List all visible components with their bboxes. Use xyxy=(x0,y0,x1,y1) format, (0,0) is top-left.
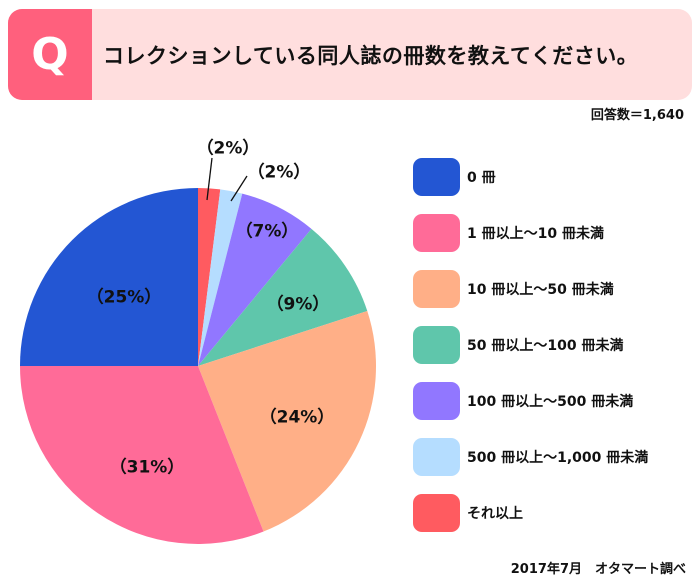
slice-label-zero: （25%） xyxy=(86,287,162,308)
legend-item-10-50: 10 冊以上～50 冊未満 xyxy=(413,270,614,308)
legend-label: 1 冊以上～10 冊未満 xyxy=(467,226,604,242)
pie-slice xyxy=(198,188,221,366)
legend-label: 100 冊以上～500 冊未満 xyxy=(467,394,634,410)
legend-label: 50 冊以上～100 冊未満 xyxy=(467,338,624,354)
legend-swatch xyxy=(413,382,460,420)
pie-slice xyxy=(20,366,264,545)
legend-label: 0 冊 xyxy=(467,170,496,186)
pie-slice xyxy=(198,310,377,532)
pie-slice xyxy=(198,228,368,366)
leader-line xyxy=(206,157,213,201)
chart-title: コレクションしている同人誌の冊数を教えてください。 xyxy=(103,43,639,68)
legend-swatch xyxy=(413,270,460,308)
respondent-count: 回答数＝1,640 xyxy=(590,108,684,123)
legend-label: 500 冊以上～1,000 冊未満 xyxy=(467,450,649,466)
legend-swatch xyxy=(413,326,460,364)
legend-label: 10 冊以上～50 冊未満 xyxy=(467,282,614,298)
pie-slice xyxy=(20,188,198,366)
legend-item-more: それ以上 xyxy=(413,494,523,532)
slice-label-1-10: （31%） xyxy=(109,457,185,478)
legend-item-500-1000: 500 冊以上～1,000 冊未満 xyxy=(413,438,648,476)
source-note: 2017年7月 オタマート調べ xyxy=(510,562,686,577)
pie-slice xyxy=(198,193,312,366)
legend-swatch xyxy=(413,438,460,476)
legend-label: それ以上 xyxy=(467,506,523,522)
legend-swatch xyxy=(413,214,460,252)
pie-chart-svg xyxy=(20,157,377,545)
legend-item-50-100: 50 冊以上～100 冊未満 xyxy=(413,326,623,364)
leader-line xyxy=(230,175,248,202)
slice-label-500-1000: （2%） xyxy=(247,162,311,183)
pie-slice xyxy=(198,189,243,366)
slice-label-100-500: （7%） xyxy=(235,221,299,242)
question-header: Q コレクションしている同人誌の冊数を教えてください。 xyxy=(8,9,692,100)
legend-item-1-10: 1 冊以上～10 冊未満 xyxy=(413,214,604,252)
pie-chart: （2%） （2%） （7%） （9%） （24%） （31%） （25%） xyxy=(20,138,377,545)
legend-swatch xyxy=(413,494,460,532)
question-badge: Q xyxy=(8,9,92,100)
slice-label-more: （2%） xyxy=(196,138,260,159)
question-badge-letter: Q xyxy=(31,28,69,80)
slice-label-10-50: （24%） xyxy=(259,407,335,428)
slice-label-50-100: （9%） xyxy=(266,294,330,315)
legend-swatch xyxy=(413,158,460,196)
legend-item-100-500: 100 冊以上～500 冊未満 xyxy=(413,382,633,420)
legend-item-zero: 0 冊 xyxy=(413,158,496,196)
